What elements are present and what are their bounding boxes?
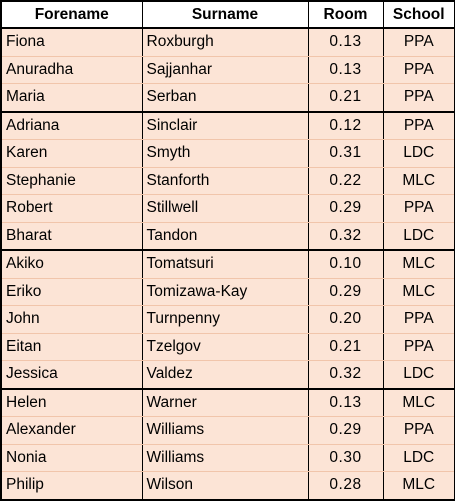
cell-forename[interactable]: Helen: [0, 387, 143, 417]
cell-school[interactable]: MLC: [382, 166, 455, 195]
cell-surname[interactable]: Warner: [141, 387, 309, 417]
table-row: Philip Wilson 0.28 MLC: [0, 471, 455, 501]
cell-school[interactable]: PPA: [382, 110, 455, 140]
cell-school[interactable]: LDC: [382, 221, 455, 251]
cell-school[interactable]: LDC: [382, 360, 455, 389]
cell-room[interactable]: 0.32: [307, 360, 384, 389]
cell-surname[interactable]: Sinclair: [141, 110, 309, 140]
cell-surname[interactable]: Turnpenny: [141, 305, 309, 334]
table-row: Eriko Tomizawa-Kay 0.29 MLC: [0, 277, 455, 306]
cell-room[interactable]: 0.30: [307, 443, 384, 472]
cell-surname[interactable]: Tomizawa-Kay: [141, 277, 309, 306]
cell-room[interactable]: 0.10: [307, 249, 384, 279]
cell-school[interactable]: MLC: [382, 387, 455, 417]
header-forename[interactable]: Forename: [0, 0, 143, 29]
cell-forename[interactable]: Jessica: [0, 360, 143, 389]
cell-room[interactable]: 0.29: [307, 194, 384, 223]
table-row: Robert Stillwell 0.29 PPA: [0, 194, 455, 223]
cell-school[interactable]: PPA: [382, 416, 455, 445]
cell-room[interactable]: 0.28: [307, 471, 384, 501]
table-row: Alexander Williams 0.29 PPA: [0, 416, 455, 445]
cell-school[interactable]: LDC: [382, 443, 455, 472]
cell-surname[interactable]: Williams: [141, 443, 309, 472]
cell-room[interactable]: 0.13: [307, 55, 384, 84]
cell-surname[interactable]: Valdez: [141, 360, 309, 389]
cell-surname[interactable]: Stillwell: [141, 194, 309, 223]
cell-surname[interactable]: Stanforth: [141, 166, 309, 195]
cell-room[interactable]: 0.21: [307, 332, 384, 361]
cell-school[interactable]: PPA: [382, 55, 455, 84]
cell-surname[interactable]: Tzelgov: [141, 332, 309, 361]
cell-forename[interactable]: Eitan: [0, 332, 143, 361]
cell-room[interactable]: 0.21: [307, 83, 384, 112]
table-row: Bharat Tandon 0.32 LDC: [0, 221, 455, 251]
header-school[interactable]: School: [382, 0, 455, 29]
header-room[interactable]: Room: [307, 0, 384, 29]
cell-forename[interactable]: Stephanie: [0, 166, 143, 195]
table-row: Eitan Tzelgov 0.21 PPA: [0, 332, 455, 361]
cell-surname[interactable]: Roxburgh: [141, 27, 309, 57]
cell-surname[interactable]: Tomatsuri: [141, 249, 309, 279]
table-row: Stephanie Stanforth 0.22 MLC: [0, 166, 455, 195]
cell-surname[interactable]: Serban: [141, 83, 309, 112]
cell-room[interactable]: 0.32: [307, 221, 384, 251]
cell-room[interactable]: 0.31: [307, 139, 384, 168]
table-row: Akiko Tomatsuri 0.10 MLC: [0, 249, 455, 279]
table-row: Maria Serban 0.21 PPA: [0, 83, 455, 112]
table-row: Anuradha Sajjanhar 0.13 PPA: [0, 55, 455, 84]
cell-forename[interactable]: Philip: [0, 471, 143, 501]
table-row: Adriana Sinclair 0.12 PPA: [0, 110, 455, 140]
cell-school[interactable]: PPA: [382, 27, 455, 57]
cell-school[interactable]: MLC: [382, 249, 455, 279]
cell-forename[interactable]: Anuradha: [0, 55, 143, 84]
cell-forename[interactable]: Akiko: [0, 249, 143, 279]
cell-school[interactable]: LDC: [382, 139, 455, 168]
cell-forename[interactable]: Alexander: [0, 416, 143, 445]
cell-school[interactable]: PPA: [382, 194, 455, 223]
cell-room[interactable]: 0.13: [307, 27, 384, 57]
cell-forename[interactable]: Robert: [0, 194, 143, 223]
cell-surname[interactable]: Smyth: [141, 139, 309, 168]
header-row: Forename Surname Room School: [0, 0, 455, 29]
table-body: Fiona Roxburgh 0.13 PPA Anuradha Sajjanhar 0.1…: [0, 27, 455, 501]
table-row: Helen Warner 0.13 MLC: [0, 387, 455, 417]
cell-forename[interactable]: Bharat: [0, 221, 143, 251]
cell-forename[interactable]: John: [0, 305, 143, 334]
cell-room[interactable]: 0.22: [307, 166, 384, 195]
table-row: John Turnpenny 0.20 PPA: [0, 305, 455, 334]
cell-forename[interactable]: Nonia: [0, 443, 143, 472]
cell-school[interactable]: PPA: [382, 83, 455, 112]
cell-school[interactable]: MLC: [382, 277, 455, 306]
cell-forename[interactable]: Maria: [0, 83, 143, 112]
cell-surname[interactable]: Wilson: [141, 471, 309, 501]
cell-surname[interactable]: Sajjanhar: [141, 55, 309, 84]
cell-surname[interactable]: Tandon: [141, 221, 309, 251]
cell-school[interactable]: MLC: [382, 471, 455, 501]
cell-forename[interactable]: Adriana: [0, 110, 143, 140]
cell-forename[interactable]: Fiona: [0, 27, 143, 57]
cell-forename[interactable]: Eriko: [0, 277, 143, 306]
cell-forename[interactable]: Karen: [0, 139, 143, 168]
table-row: Karen Smyth 0.31 LDC: [0, 139, 455, 168]
cell-room[interactable]: 0.12: [307, 110, 384, 140]
table-row: Jessica Valdez 0.32 LDC: [0, 360, 455, 389]
table-row: Fiona Roxburgh 0.13 PPA: [0, 27, 455, 57]
cell-school[interactable]: PPA: [382, 332, 455, 361]
cell-room[interactable]: 0.29: [307, 416, 384, 445]
table-row: Nonia Williams 0.30 LDC: [0, 443, 455, 472]
cell-surname[interactable]: Williams: [141, 416, 309, 445]
cell-room[interactable]: 0.20: [307, 305, 384, 334]
cell-room[interactable]: 0.13: [307, 387, 384, 417]
header-surname[interactable]: Surname: [141, 0, 309, 29]
cell-school[interactable]: PPA: [382, 305, 455, 334]
cell-room[interactable]: 0.29: [307, 277, 384, 306]
